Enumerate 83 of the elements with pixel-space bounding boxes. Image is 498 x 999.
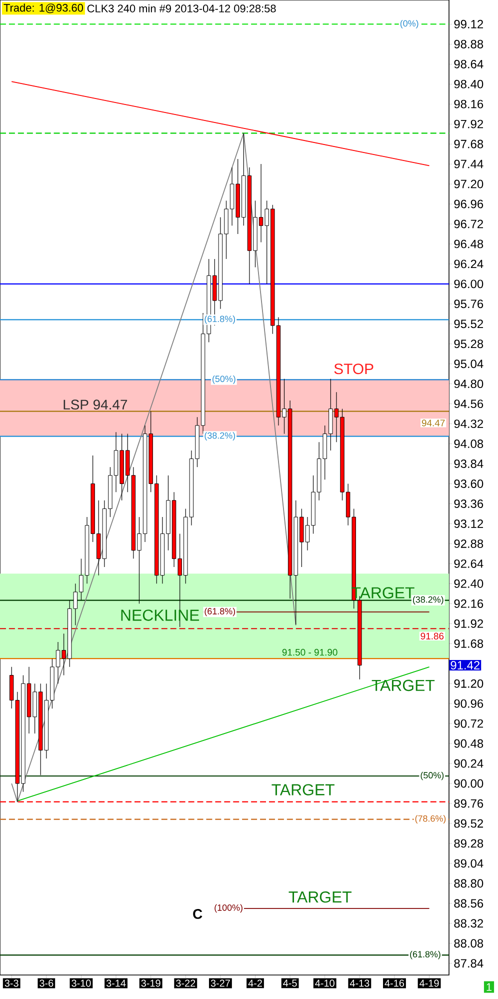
y-tick-label: 88.08 [454,939,484,948]
annotation: (61.8%) [410,950,440,960]
y-tick-label: 93.84 [454,460,484,468]
annotation: (50%) [420,772,444,780]
y-tick-label: 89.04 [454,859,484,868]
y-tick-label: 89.28 [454,839,484,848]
x-tick-label: 3-6 [40,980,54,987]
x-tick-label: 3-14 [106,980,126,987]
annotation: (61.8%) [204,316,236,324]
y-tick-label: 98.40 [454,80,484,88]
y-tick-label: 93.60 [454,480,484,488]
annotation: (100%) [214,904,242,913]
x-tick-label: 3-22 [176,980,196,987]
y-tick-label: 90.96 [454,699,484,708]
y-tick-label: 98.16 [454,100,484,108]
chart-title: Trade: 1@93.60 [4,4,84,14]
y-tick-label: 91.92 [454,619,483,628]
y-tick-label: 88.56 [454,899,484,908]
annotation: 91.50 - 91.90 [282,648,338,656]
annotation: (0%) [400,20,418,28]
y-tick-label: 94.80 [454,380,484,388]
annotation: TARGET [372,680,435,692]
y-tick-label: 87.84 [454,959,484,968]
x-tick-label: 4-2 [248,980,262,987]
y-tick-label: 96.72 [454,220,483,228]
x-tick-label: 4-5 [283,980,297,987]
annotation: (61.8%) [204,608,236,616]
y-tick-label: 90.24 [454,759,484,768]
y-tick-label: 90.72 [454,719,483,728]
y-tick-label: 94.08 [454,440,484,448]
y-tick-label: 96.00 [454,280,484,288]
annotation: (38.2%) [204,432,236,440]
annotation: 91.86 [420,632,444,640]
y-tick-label: 89.76 [454,799,484,808]
y-tick-label: 89.52 [454,819,483,828]
x-tick-label: 4-13 [350,980,370,987]
annotation: TARGET [272,784,334,796]
annotation: TARGET [288,891,352,903]
y-tick-label: 98.64 [454,60,484,68]
y-tick-label: 95.76 [454,300,484,308]
y-tick-label: 99.12 [454,20,483,28]
y-tick-label: 98.88 [454,40,484,48]
y-tick-label: 97.44 [454,160,484,168]
x-tick-label: 4-16 [384,980,404,987]
y-tick-label: 91.68 [454,639,484,648]
x-tick-label: 3-19 [141,980,160,987]
x-tick-label: 4-10 [315,980,334,987]
y-tick-label: 88.32 [454,919,483,928]
y-tick-label: 90.00 [454,779,484,788]
y-tick-label: 97.68 [454,140,484,148]
y-tick-label: 92.40 [454,579,484,588]
y-tick-label: 93.36 [454,500,484,508]
y-tick-label: 97.20 [454,180,484,188]
y-tick-label: 90.48 [454,739,484,748]
y-tick-label: 94.56 [454,400,484,408]
x-tick-label: 4-19 [420,980,439,987]
y-tick-label: 88.80 [454,879,484,888]
text: 1 [486,983,492,991]
y-tick-label: 96.24 [454,260,484,268]
y-tick-label: 95.52 [454,320,483,328]
y-tick-label: 95.04 [454,360,484,368]
y-tick-label: 92.88 [454,539,484,548]
x-tick-label: 3-3 [4,980,18,987]
x-tick-label: 3-27 [210,980,230,987]
y-tick-label: 97.92 [454,120,483,128]
annotation: (38.2%) [412,596,444,604]
y-tick-label: 92.16 [454,599,484,608]
y-tick-label: 94.32 [454,420,483,428]
chart-subtitle: CLK3 240 min #9 2013-04-12 09:28:58 [87,4,276,12]
y-tick-label: 95.28 [454,340,484,348]
x-tick-label: 3-10 [72,980,91,987]
annotation: (50%) [212,375,236,384]
y-tick-label: 96.48 [454,240,484,248]
annotation: (78.6%) [415,815,446,824]
y-tick-label: 96.96 [454,200,484,208]
annotation: LSP 94.47 [64,400,128,410]
annotation: 94.47 [422,420,445,426]
y-tick-label: 93.12 [454,519,483,528]
y-tick-label: 91.20 [454,679,484,688]
y-tick-label: 92.64 [454,559,484,568]
annotation: C [193,909,202,919]
annotation: STOP [334,364,374,374]
text: 91.42 [450,661,480,670]
